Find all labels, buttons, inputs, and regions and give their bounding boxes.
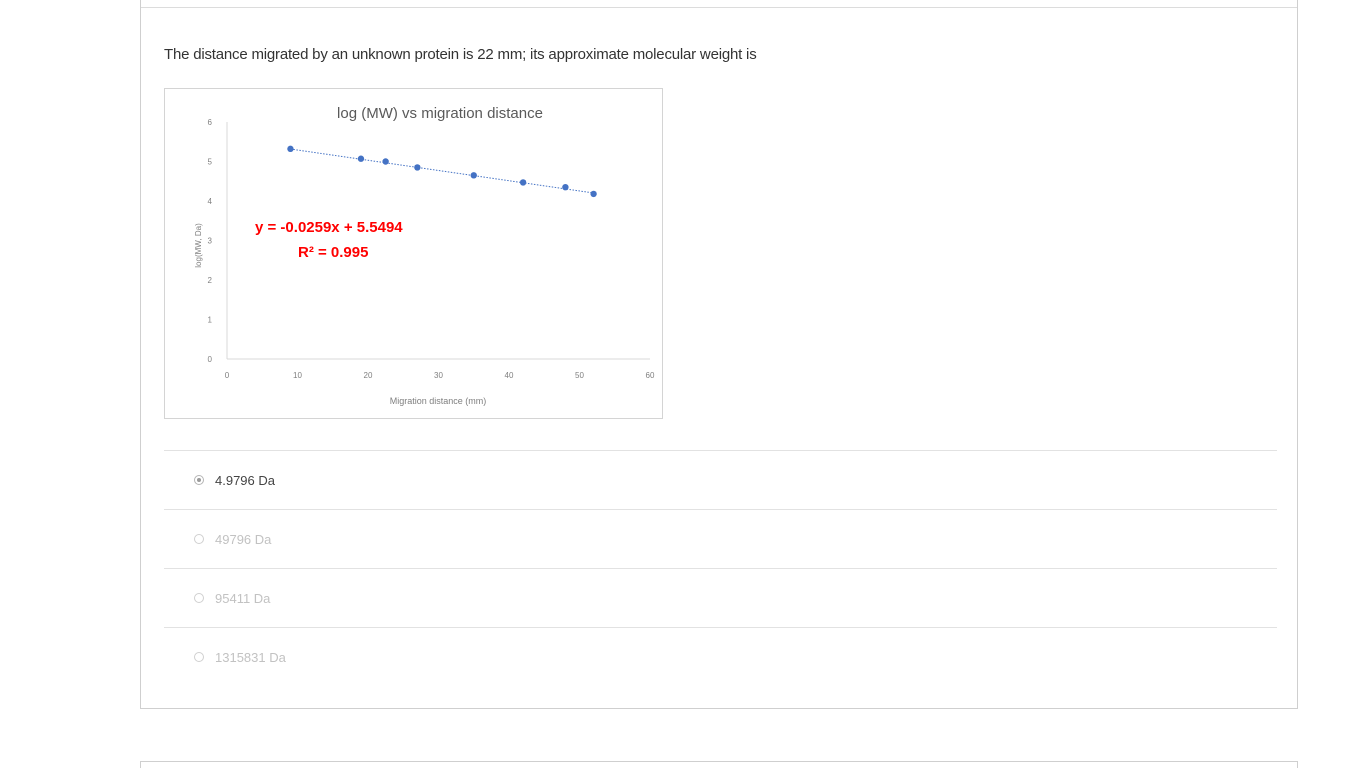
trendline-equation: y = -0.0259x + 5.5494 <box>255 219 403 236</box>
y-tick-label: 1 <box>208 316 213 325</box>
radio-button[interactable] <box>194 534 204 544</box>
x-axis-label: Migration distance (mm) <box>390 396 487 406</box>
y-tick-label: 2 <box>208 276 213 285</box>
data-point <box>357 155 365 162</box>
question-text: The distance migrated by an unknown prot… <box>164 46 757 63</box>
data-point <box>590 190 597 198</box>
y-tick-label: 0 <box>208 355 213 364</box>
scatter-chart: 0 10 20 30 40 50 60 0 1 2 3 4 5 6 log (MW) vs migratio… <box>194 105 655 406</box>
y-tick-label: 4 <box>208 197 213 206</box>
chart-image: 0 10 20 30 40 50 60 0 1 2 3 4 5 6 log (MW) vs migratio… <box>164 88 663 419</box>
answer-options: 4.9796 Da 49796 Da 95411 Da 1315831 Da <box>164 450 1277 686</box>
option-3[interactable]: 95411 Da <box>164 568 1277 627</box>
option-1[interactable]: 4.9796 Da <box>164 450 1277 509</box>
x-tick-label: 60 <box>646 371 655 380</box>
chart-title: log (MW) vs migration distance <box>337 105 543 122</box>
radio-button[interactable] <box>194 593 204 603</box>
option-label: 4.9796 Da <box>215 472 275 488</box>
trendline <box>290 148 594 194</box>
y-tick-label: 5 <box>208 158 213 167</box>
x-tick-label: 40 <box>505 371 514 380</box>
y-tick-label: 3 <box>208 237 213 246</box>
radio-button[interactable] <box>194 652 204 662</box>
option-2[interactable]: 49796 Da <box>164 509 1277 568</box>
option-label: 49796 Da <box>215 531 272 547</box>
x-tick-label: 10 <box>293 371 302 380</box>
x-tick-label: 30 <box>434 371 443 380</box>
question-card: The distance migrated by an unknown prot… <box>140 0 1298 709</box>
option-label: 1315831 Da <box>215 649 286 665</box>
y-axis-label: log(MW, Da) <box>194 223 203 268</box>
data-point <box>287 145 294 153</box>
data-point <box>519 179 527 186</box>
data-point <box>562 183 569 191</box>
x-tick-label: 50 <box>575 371 584 380</box>
card-divider <box>141 7 1297 8</box>
x-tick-label: 0 <box>225 371 230 380</box>
option-4[interactable]: 1315831 Da <box>164 627 1277 686</box>
data-point <box>382 158 389 165</box>
x-tick-label: 20 <box>364 371 373 380</box>
radio-button-checked[interactable] <box>194 475 204 485</box>
r-squared-label: R² = 0.995 <box>298 244 368 261</box>
data-point <box>470 172 477 179</box>
option-label: 95411 Da <box>215 590 271 606</box>
data-point <box>414 164 421 171</box>
next-question-card <box>140 761 1298 768</box>
y-tick-label: 6 <box>208 118 213 127</box>
